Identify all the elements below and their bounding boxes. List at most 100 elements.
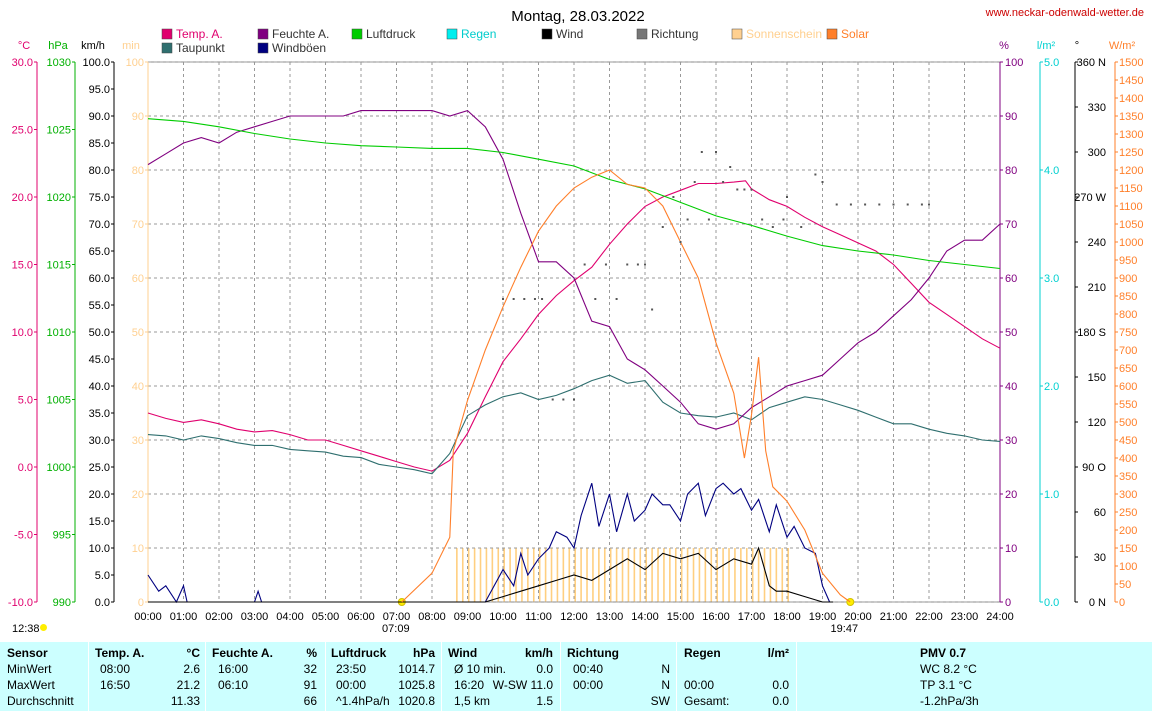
solar-tick-label: 1200 xyxy=(1119,165,1143,177)
table-cell: 16:20 xyxy=(454,678,485,692)
rain-tick-label: 4.0 xyxy=(1044,165,1059,177)
legend-swatch xyxy=(541,28,553,40)
direction-point xyxy=(878,203,881,206)
x-tick-label: 02:00 xyxy=(205,611,233,623)
x-tick-label: 09:00 xyxy=(454,611,482,623)
rain-tick-label: 3.0 xyxy=(1044,273,1059,285)
legend-label: Luftdruck xyxy=(366,27,416,41)
table-cell: 1025.8 xyxy=(398,678,435,692)
header-temp-unit: °C xyxy=(186,646,200,660)
sun-tick-label: 90 xyxy=(132,111,144,123)
table-cell: N xyxy=(661,662,670,676)
temp-unit-label: °C xyxy=(18,40,30,52)
direction-point xyxy=(700,151,703,153)
x-tick-label: 01:00 xyxy=(170,611,198,623)
x-tick-label: 16:00 xyxy=(702,611,730,623)
direction-point xyxy=(615,298,618,300)
x-tick-label: 11:00 xyxy=(525,611,552,623)
header-rain: Regen xyxy=(684,646,721,660)
direction-tick-label: 0 N xyxy=(1089,597,1106,609)
solar-tick-label: 850 xyxy=(1119,291,1137,303)
direction-point xyxy=(679,241,682,243)
table-cell: 0.0 xyxy=(772,694,789,708)
pressure-tick-label: 995 xyxy=(53,530,71,542)
source-link[interactable]: www.neckar-odenwald-wetter.de xyxy=(985,7,1144,19)
sun-icon xyxy=(40,624,47,631)
legend-label: Regen xyxy=(461,27,496,41)
rain-tick-label: 0.0 xyxy=(1044,597,1059,609)
direction-point xyxy=(928,203,930,206)
wind-tick-label: 50.0 xyxy=(89,327,110,339)
direction-point xyxy=(533,298,536,300)
direction-tick-label: 300 xyxy=(1088,147,1106,159)
direction-point xyxy=(736,188,739,191)
sun-tick-label: 70 xyxy=(132,219,144,231)
table-cell: 16:50 xyxy=(100,678,131,692)
solar-tick-label: 900 xyxy=(1119,273,1137,285)
direction-tick-label: 360 N xyxy=(1077,57,1106,69)
table-cell: 66 xyxy=(303,694,317,708)
table-divider xyxy=(88,642,89,711)
direction-point xyxy=(551,398,554,401)
series-luftdruck xyxy=(147,118,1001,270)
humidity-tick-label: 0 xyxy=(1005,597,1011,609)
series-temp-a- xyxy=(147,180,1001,472)
temp-tick-label: 15.0 xyxy=(12,260,33,272)
header-humidity-unit: % xyxy=(306,646,317,660)
legend-swatch xyxy=(826,28,838,40)
humidity-tick-label: 70 xyxy=(1005,219,1017,231)
direction-tick-label: 60 xyxy=(1094,507,1106,519)
direction-unit-label: ° xyxy=(1075,40,1079,52)
direction-point xyxy=(715,151,717,153)
solar-tick-label: 1350 xyxy=(1119,111,1143,123)
sun-unit-label: min xyxy=(122,40,140,52)
wind-tick-label: 60.0 xyxy=(89,273,110,285)
humidity-tick-label: 40 xyxy=(1005,381,1017,393)
temp-tick-label: -10.0 xyxy=(8,597,33,609)
wind-tick-label: 100.0 xyxy=(82,57,110,69)
wind-tick-label: 90.0 xyxy=(89,111,110,123)
pressure-unit-label: hPa xyxy=(48,40,68,52)
solar-tick-label: 300 xyxy=(1119,489,1137,501)
x-tick-label: 07:00 xyxy=(383,611,411,623)
table-divider xyxy=(676,642,677,711)
sun-tick-label: 80 xyxy=(132,165,144,177)
header-temp: Temp. A. xyxy=(95,646,145,660)
table-divider xyxy=(796,642,797,711)
direction-point xyxy=(821,181,824,183)
x-tick-label: 08:00 xyxy=(418,611,446,623)
temp-tick-label: 20.0 xyxy=(12,192,33,204)
table-cell: Gesamt: xyxy=(684,694,730,708)
direction-point xyxy=(512,298,515,300)
sun-tick-label: 50 xyxy=(132,327,144,339)
x-tick-label: 00:00 xyxy=(134,611,162,623)
x-tick-label: 10:00 xyxy=(489,611,517,623)
table-cell: 06:10 xyxy=(218,678,249,692)
legend-label: Feuchte A. xyxy=(272,27,329,41)
direction-point xyxy=(594,298,597,300)
solar-tick-label: 100 xyxy=(1119,561,1137,573)
table-cell: 0.0 xyxy=(772,678,789,692)
solar-tick-label: 550 xyxy=(1119,399,1137,411)
pressure-tick-label: 1000 xyxy=(47,462,71,474)
direction-point xyxy=(722,181,725,183)
x-tick-label: 18:00 xyxy=(773,611,801,623)
table-cell: 11.33 xyxy=(170,694,200,708)
solar-tick-label: 0 xyxy=(1119,597,1125,609)
sun-tick-label: 60 xyxy=(132,273,144,285)
direction-point xyxy=(864,203,867,206)
direction-tick-label: 210 xyxy=(1088,282,1106,294)
solar-tick-label: 1150 xyxy=(1119,183,1143,195)
table-cell: WC 8.2 °C xyxy=(920,662,977,676)
solar-tick-label: 1100 xyxy=(1119,201,1143,213)
direction-point xyxy=(800,226,803,228)
x-tick-label: 05:00 xyxy=(312,611,340,623)
wind-tick-label: 65.0 xyxy=(89,246,110,258)
wind-tick-label: 45.0 xyxy=(89,354,110,366)
wind-tick-label: 0.0 xyxy=(95,597,110,609)
row-label: MaxWert xyxy=(7,678,55,692)
humidity-tick-label: 50 xyxy=(1005,327,1017,339)
solar-tick-label: 50 xyxy=(1119,579,1131,591)
wind-tick-label: 95.0 xyxy=(89,84,110,96)
solar-tick-label: 700 xyxy=(1119,345,1137,357)
